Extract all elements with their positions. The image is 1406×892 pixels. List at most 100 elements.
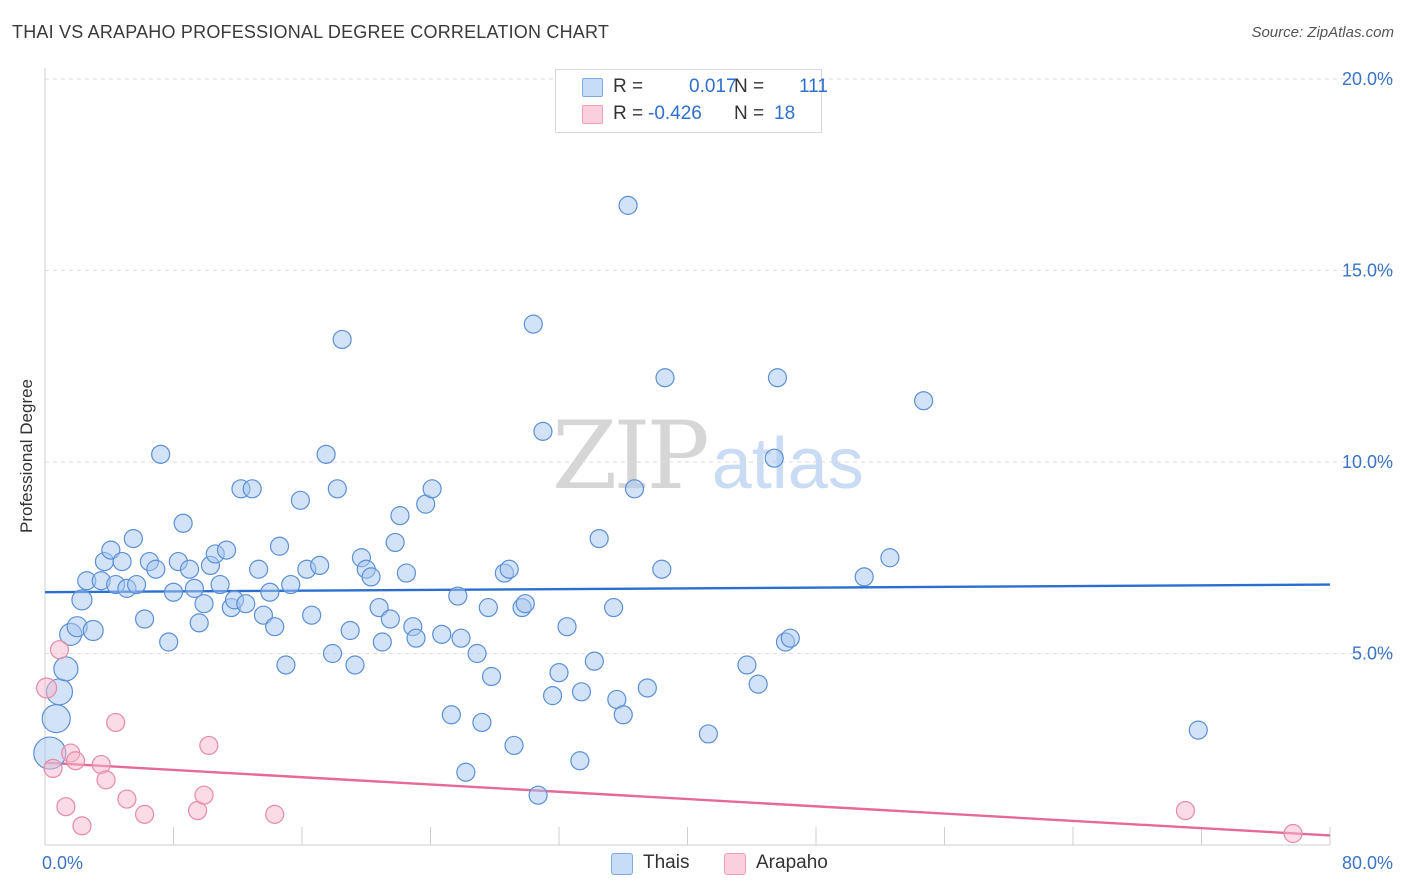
thais-point (481, 666, 502, 687)
thais-point (276, 655, 296, 675)
thais-point (380, 609, 400, 629)
thais-point (406, 628, 426, 648)
thais-point (499, 559, 519, 579)
thais-point (242, 479, 262, 499)
thais-point (340, 620, 360, 641)
thais-point (422, 479, 442, 499)
arapaho-point (1283, 823, 1303, 844)
thais-point (914, 391, 934, 411)
thais-point (504, 735, 524, 756)
thais-point (854, 567, 874, 587)
x-tick-label: 0.0% (42, 853, 83, 873)
arapaho-point (194, 785, 214, 805)
correlation-legend: R = 0.017 N = 111 R = -0.426 N = 18 (555, 69, 828, 133)
thais-point (618, 195, 638, 215)
legend-row-arapaho: R = -0.426 N = 18 (556, 101, 821, 127)
thais-point (523, 314, 543, 334)
thais-point (1188, 720, 1208, 740)
thais-point (179, 559, 200, 579)
thais-point (748, 674, 768, 694)
thais-point (467, 643, 487, 664)
y-tick-label: 5.0% (1352, 644, 1393, 664)
thais-point (316, 444, 336, 464)
arapaho-point (43, 758, 63, 779)
tick-labels: 5.0% 10.0% 15.0% 20.0% 0.0% 80.0% (42, 69, 1393, 873)
thais-point (441, 705, 461, 725)
thais-point (456, 762, 476, 782)
thais-point (549, 663, 569, 683)
thais-point (189, 613, 209, 633)
thais-point (767, 368, 788, 388)
thais-point (159, 632, 179, 652)
arapaho-point (56, 797, 76, 817)
thais-point (327, 479, 347, 499)
thais-point (322, 643, 343, 664)
thais-point (163, 582, 184, 602)
thais-point (194, 594, 214, 614)
arapaho-point (36, 677, 58, 699)
arapaho-trend-line (44, 761, 1331, 837)
thais-point (184, 578, 204, 598)
thais-point (584, 651, 604, 671)
thais-point (557, 617, 577, 637)
thais-point (637, 678, 657, 698)
thais-r-label: R = (613, 76, 644, 97)
arapaho-point (117, 789, 137, 809)
data-points (33, 195, 1303, 844)
thais-point (210, 574, 230, 595)
thais-point (451, 628, 471, 648)
thais-point (589, 528, 609, 549)
thais-point (533, 421, 553, 441)
thais-point (253, 605, 274, 625)
trend-lines (44, 583, 1331, 837)
thais-point (249, 559, 269, 579)
thais-point (216, 540, 237, 560)
thais-point (396, 563, 417, 583)
source-label: Source: ZipAtlas.com (1251, 24, 1394, 41)
thais-point (390, 506, 410, 526)
arapaho-point (49, 640, 70, 660)
thais-point (265, 617, 285, 637)
thais-point (126, 574, 147, 595)
thais-point (432, 624, 452, 644)
thais-point (652, 559, 672, 579)
thais-point (123, 528, 143, 549)
thais-point (41, 704, 71, 734)
thais-point (302, 605, 322, 625)
thais-point (571, 682, 592, 702)
legend-row-thais: R = 0.017 N = 111 (556, 74, 828, 100)
thais-point (101, 540, 121, 560)
arapaho-point (65, 751, 86, 771)
thais-point (290, 490, 310, 510)
thais-point (332, 329, 352, 350)
thais-point (146, 559, 166, 579)
thais-point (361, 567, 381, 587)
thais-point (515, 594, 535, 614)
thais-point (448, 586, 468, 606)
arapaho-r-label: R = (613, 103, 644, 124)
thais-point (173, 513, 193, 533)
thais-point (542, 686, 563, 706)
thais-point (385, 532, 405, 553)
thais-point (613, 705, 633, 725)
thais-point (269, 536, 290, 556)
thais-point (737, 655, 757, 675)
arapaho-point (106, 712, 126, 733)
watermark-atlas: atlas (711, 424, 864, 504)
arapaho-point (96, 770, 116, 790)
thais-point (82, 619, 104, 642)
arapaho-point (72, 816, 92, 836)
thais-trend-line (44, 583, 1331, 594)
thais-n-value: 111 (799, 76, 828, 97)
arapaho-n-value: 18 (774, 103, 796, 124)
y-tick-label: 15.0% (1342, 261, 1393, 281)
thais-point (764, 448, 784, 468)
arapaho-swatch (582, 105, 603, 124)
thais-point (528, 785, 548, 805)
thais-point (310, 555, 330, 576)
thais-point (345, 655, 365, 675)
bottom-legend-thais-swatch (611, 853, 633, 875)
y-tick-label: 10.0% (1342, 452, 1393, 472)
thais-point (71, 589, 93, 611)
